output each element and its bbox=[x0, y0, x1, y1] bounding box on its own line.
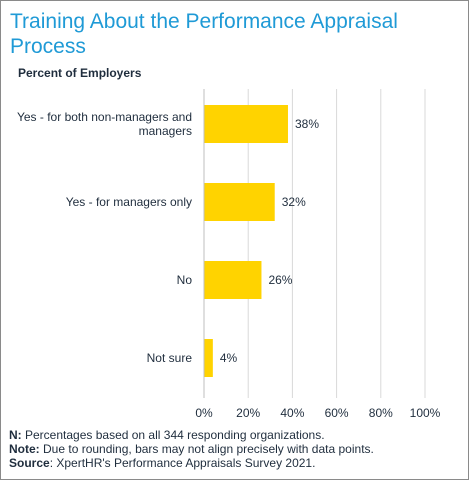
x-tick-label: 40% bbox=[280, 406, 304, 420]
note-n: N: Percentages based on all 344 respondi… bbox=[9, 428, 325, 442]
notes-section: N: Percentages based on all 344 respondi… bbox=[9, 428, 464, 470]
bar bbox=[204, 183, 275, 221]
category-label: Yes - for both non-managers and bbox=[17, 110, 192, 124]
x-tick-label: 60% bbox=[325, 406, 349, 420]
category-label: No bbox=[177, 273, 193, 287]
x-tick-label: 100% bbox=[410, 406, 441, 420]
x-tick-label: 80% bbox=[369, 406, 393, 420]
chart-subtitle: Percent of Employers bbox=[18, 66, 142, 80]
category-label: Yes - for managers only bbox=[66, 195, 192, 209]
note-source: Source: XpertHR's Performance Appraisals… bbox=[9, 456, 316, 470]
bar bbox=[204, 339, 213, 377]
category-label: managers bbox=[139, 124, 192, 138]
bar bbox=[204, 261, 262, 299]
data-label: 26% bbox=[268, 273, 292, 287]
x-tick-label: 0% bbox=[195, 406, 213, 420]
chart-title: Training About the Performance Appraisal… bbox=[10, 10, 398, 58]
data-label: 4% bbox=[220, 351, 238, 365]
bar bbox=[204, 105, 288, 143]
category-label: Not sure bbox=[147, 351, 193, 365]
note-rounding: Note: Due to rounding, bars may not alig… bbox=[9, 442, 374, 456]
data-label: 38% bbox=[295, 117, 319, 131]
data-label: 32% bbox=[282, 195, 306, 209]
x-tick-label: 20% bbox=[236, 406, 260, 420]
